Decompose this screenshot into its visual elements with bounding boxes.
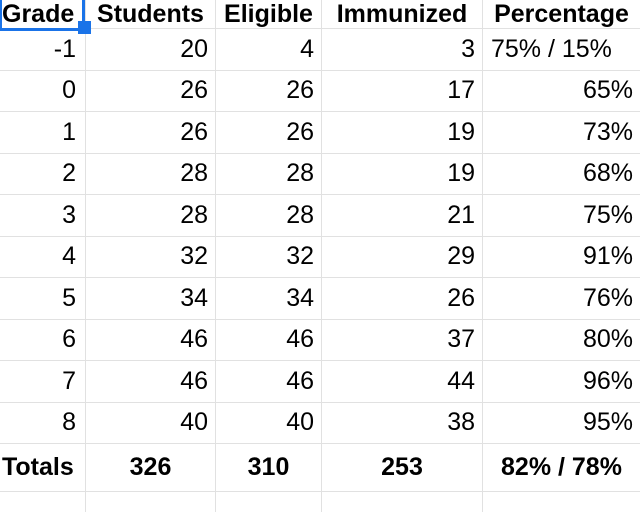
fill-handle[interactable]	[78, 21, 91, 34]
cell-grade[interactable]: 4	[0, 236, 86, 278]
cell-percentage[interactable]: 96%	[483, 361, 640, 403]
cell-grade[interactable]: 1	[0, 112, 86, 154]
cell-eligible[interactable]: 26	[216, 70, 322, 112]
cell-grade[interactable]: 6	[0, 319, 86, 361]
cell-students[interactable]: 46	[86, 319, 216, 361]
cell-eligible[interactable]: 40	[216, 402, 322, 444]
cell-grade[interactable]: 0	[0, 70, 86, 112]
cell-students[interactable]: 26	[86, 70, 216, 112]
cell-eligible[interactable]: 28	[216, 153, 322, 195]
selection-border-left	[0, 0, 2, 31]
cell-students[interactable]: 26	[86, 112, 216, 154]
cell-grade[interactable]: 7	[0, 361, 86, 403]
cell-percentage[interactable]: 73%	[483, 112, 640, 154]
cell-students[interactable]: 28	[86, 153, 216, 195]
totals-eligible-cell[interactable]: 310	[216, 444, 322, 492]
cell-students[interactable]: 20	[86, 29, 216, 71]
cell-grade[interactable]: 2	[0, 153, 86, 195]
cell-eligible[interactable]: 28	[216, 195, 322, 237]
cell-eligible[interactable]: 46	[216, 319, 322, 361]
cell-eligible[interactable]: 46	[216, 361, 322, 403]
cell-percentage[interactable]: 91%	[483, 237, 640, 278]
cell-immunized[interactable]: 37	[322, 319, 483, 361]
cell-percentage[interactable]: 95%	[483, 403, 640, 444]
cell-immunized[interactable]: 19	[322, 112, 483, 154]
cell-students[interactable]: 28	[86, 195, 216, 237]
cell-immunized[interactable]: 29	[322, 236, 483, 278]
cell-students[interactable]: 34	[86, 278, 216, 320]
column-header-students[interactable]: Students	[86, 0, 216, 29]
cell-eligible[interactable]: 4	[216, 29, 322, 71]
cell-immunized[interactable]: 21	[322, 195, 483, 237]
cell-students[interactable]: 46	[86, 361, 216, 403]
cell-empty[interactable]	[0, 492, 86, 512]
cell-percentage[interactable]: 76%	[483, 278, 640, 320]
cell-percentage[interactable]: 68%	[483, 154, 640, 195]
totals-students-cell[interactable]: 326	[86, 444, 216, 492]
cell-students[interactable]: 40	[86, 402, 216, 444]
cell-percentage[interactable]: 75%	[483, 195, 640, 237]
cell-percentage[interactable]: 80%	[483, 320, 640, 361]
cell-eligible[interactable]: 34	[216, 278, 322, 320]
cell-grade[interactable]: -1	[0, 29, 86, 71]
cell-immunized[interactable]: 26	[322, 278, 483, 320]
cell-grade[interactable]: 3	[0, 195, 86, 237]
selection-border-bottom	[0, 28, 78, 31]
cell-empty[interactable]	[216, 492, 322, 512]
cell-eligible[interactable]: 32	[216, 236, 322, 278]
cell-students[interactable]: 32	[86, 236, 216, 278]
cell-empty[interactable]	[483, 492, 640, 512]
cell-empty[interactable]	[86, 492, 216, 512]
totals-immunized-cell[interactable]: 253	[322, 444, 483, 492]
cell-percentage[interactable]: 75% / 15%	[483, 29, 640, 71]
cell-immunized[interactable]: 19	[322, 153, 483, 195]
cell-immunized[interactable]: 3	[322, 29, 483, 71]
cell-immunized[interactable]: 17	[322, 70, 483, 112]
totals-percentage-cell[interactable]: 82% / 78%	[483, 444, 640, 492]
column-header-immunized[interactable]: Immunized	[322, 0, 483, 29]
cell-immunized[interactable]: 38	[322, 402, 483, 444]
selection-border-right	[82, 0, 85, 21]
cell-grade[interactable]: 5	[0, 278, 86, 320]
cell-immunized[interactable]: 44	[322, 361, 483, 403]
cell-percentage[interactable]: 65%	[483, 71, 640, 112]
totals-label-cell[interactable]: Totals	[0, 444, 86, 492]
column-header-eligible[interactable]: Eligible	[216, 0, 322, 29]
column-header-grade[interactable]: Grade	[0, 0, 86, 29]
column-header-percentage[interactable]: Percentage	[483, 0, 640, 29]
cell-empty[interactable]	[322, 492, 483, 512]
cell-eligible[interactable]: 26	[216, 112, 322, 154]
cell-grade[interactable]: 8	[0, 402, 86, 444]
